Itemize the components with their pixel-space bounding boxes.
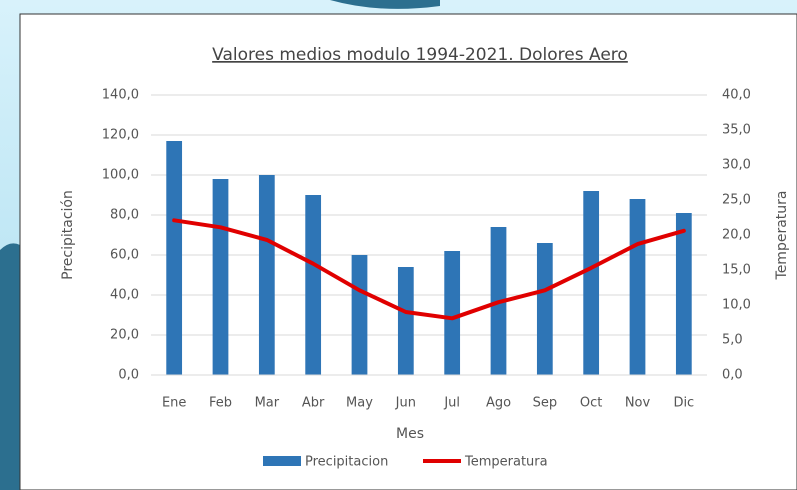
x-tick-label: Ago (486, 396, 511, 411)
x-tick-label: Jun (395, 396, 416, 411)
x-tick-label: May (346, 396, 373, 411)
y2-tick-label: 30,0 (722, 158, 751, 173)
bar (537, 243, 553, 375)
x-tick-label: Feb (209, 396, 232, 411)
y-tick-label: 60,0 (110, 248, 139, 263)
y-axis-title: Precipitación (60, 190, 76, 280)
y2-tick-label: 5,0 (722, 333, 743, 348)
bar (398, 267, 414, 375)
bar (213, 179, 229, 375)
legend-label: Precipitacion (305, 455, 388, 470)
y2-axis-title: Temperatura (774, 191, 790, 281)
y-tick-label: 120,0 (102, 128, 139, 143)
x-tick-label: Nov (625, 396, 651, 411)
y-tick-label: 80,0 (110, 208, 139, 223)
chart: Valores medios modulo 1994-2021. Dolores… (0, 0, 797, 490)
x-tick-label: Mar (255, 396, 280, 411)
y2-tick-label: 35,0 (722, 123, 751, 138)
x-tick-label: Dic (673, 396, 694, 411)
x-tick-label: Jul (443, 396, 460, 411)
x-tick-label: Abr (302, 396, 325, 411)
x-tick-label: Oct (580, 396, 602, 411)
legend-swatch (263, 456, 301, 466)
decoration (0, 243, 20, 490)
bar (583, 191, 599, 375)
bar (676, 213, 692, 375)
legend-label: Temperatura (464, 455, 548, 470)
bar (630, 199, 646, 375)
y-tick-label: 100,0 (102, 168, 139, 183)
x-tick-label: Sep (533, 396, 558, 411)
y2-tick-label: 40,0 (722, 88, 751, 103)
x-axis-title: Mes (396, 426, 424, 442)
x-tick-label: Ene (162, 396, 186, 411)
bar (305, 195, 321, 375)
y-tick-label: 20,0 (110, 328, 139, 343)
y2-tick-label: 10,0 (722, 298, 751, 313)
bar (259, 175, 275, 375)
bar (444, 251, 460, 375)
y2-tick-label: 0,0 (722, 368, 743, 383)
y2-tick-label: 20,0 (722, 228, 751, 243)
bar (352, 255, 368, 375)
y-tick-label: 140,0 (102, 88, 139, 103)
y2-tick-label: 25,0 (722, 193, 751, 208)
chart-title: Valores medios modulo 1994-2021. Dolores… (212, 45, 628, 65)
page: Valores medios modulo 1994-2021. Dolores… (0, 0, 797, 490)
y2-tick-label: 15,0 (722, 263, 751, 278)
y-tick-label: 0,0 (118, 368, 139, 383)
y-tick-label: 40,0 (110, 288, 139, 303)
bar (166, 141, 182, 375)
